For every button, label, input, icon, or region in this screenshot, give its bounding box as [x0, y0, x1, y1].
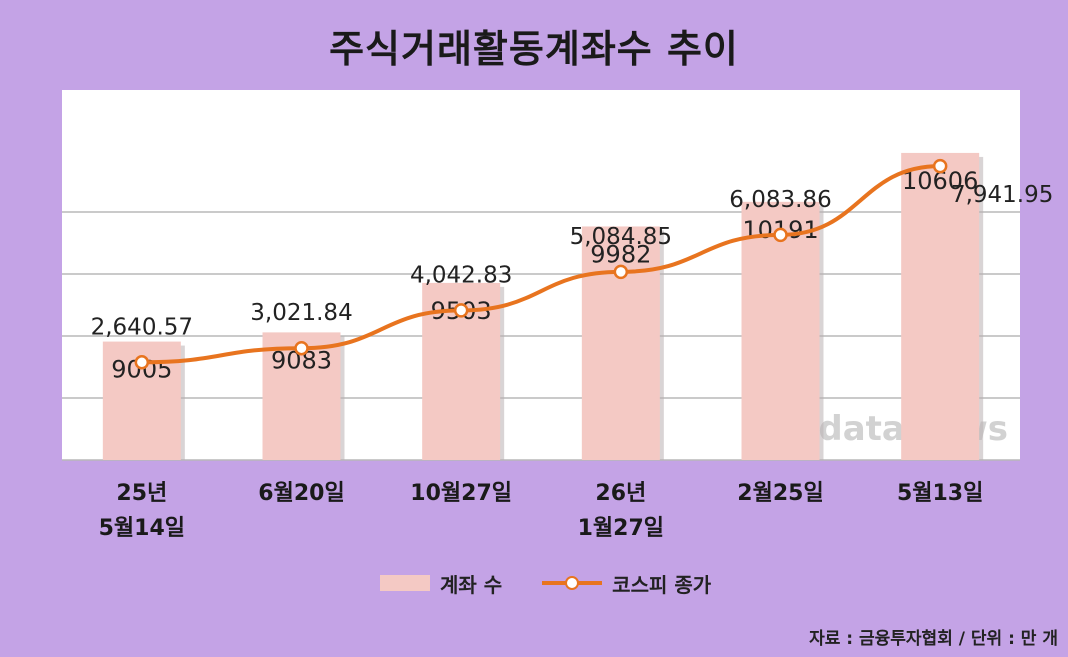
x-tick-label: 26년 — [595, 481, 646, 506]
line-value-label: 4,042.83 — [410, 262, 512, 288]
bar — [901, 152, 980, 460]
x-tick-label: 25년 — [116, 481, 167, 506]
bar-value-label: 9982 — [590, 240, 651, 268]
line-point — [613, 264, 629, 280]
x-tick-label: 10월27일 — [410, 481, 512, 506]
line-series — [141, 164, 941, 365]
legend-bar-label: 계좌 수 — [440, 572, 503, 597]
bar — [741, 201, 820, 461]
line-value-label: 6,083.86 — [729, 187, 831, 213]
line-value-label: 7,941.95 — [951, 182, 1053, 208]
legend-bar-swatch — [380, 575, 430, 591]
x-tick-label: 1월27일 — [578, 516, 664, 541]
line-point — [134, 355, 150, 370]
legend-line-label: 코스피 종가 — [612, 572, 712, 597]
chart-title: 주식거래활동계좌수 추이 — [329, 27, 739, 71]
legend: 계좌 수 코스피 종가 — [380, 568, 711, 598]
legend-line-swatch — [542, 575, 603, 591]
x-tick-label: 5월13일 — [897, 481, 983, 506]
line-point — [294, 340, 309, 356]
line-point — [453, 303, 469, 318]
line-value-label: 5,084.85 — [570, 224, 672, 250]
x-tick-label: 6월20일 — [258, 481, 344, 506]
plot-area — [62, 90, 1020, 460]
line-point — [932, 158, 948, 174]
line-value-label: 3,021.84 — [250, 300, 352, 326]
source-note: 자료 : 금융투자협회 / 단위 : 만 개 — [809, 629, 1058, 649]
line-value-label: 2,640.57 — [91, 314, 193, 340]
x-tick-label: 5월14일 — [99, 516, 185, 541]
x-tick-label: 2월25일 — [737, 481, 823, 506]
line-point — [773, 227, 788, 243]
